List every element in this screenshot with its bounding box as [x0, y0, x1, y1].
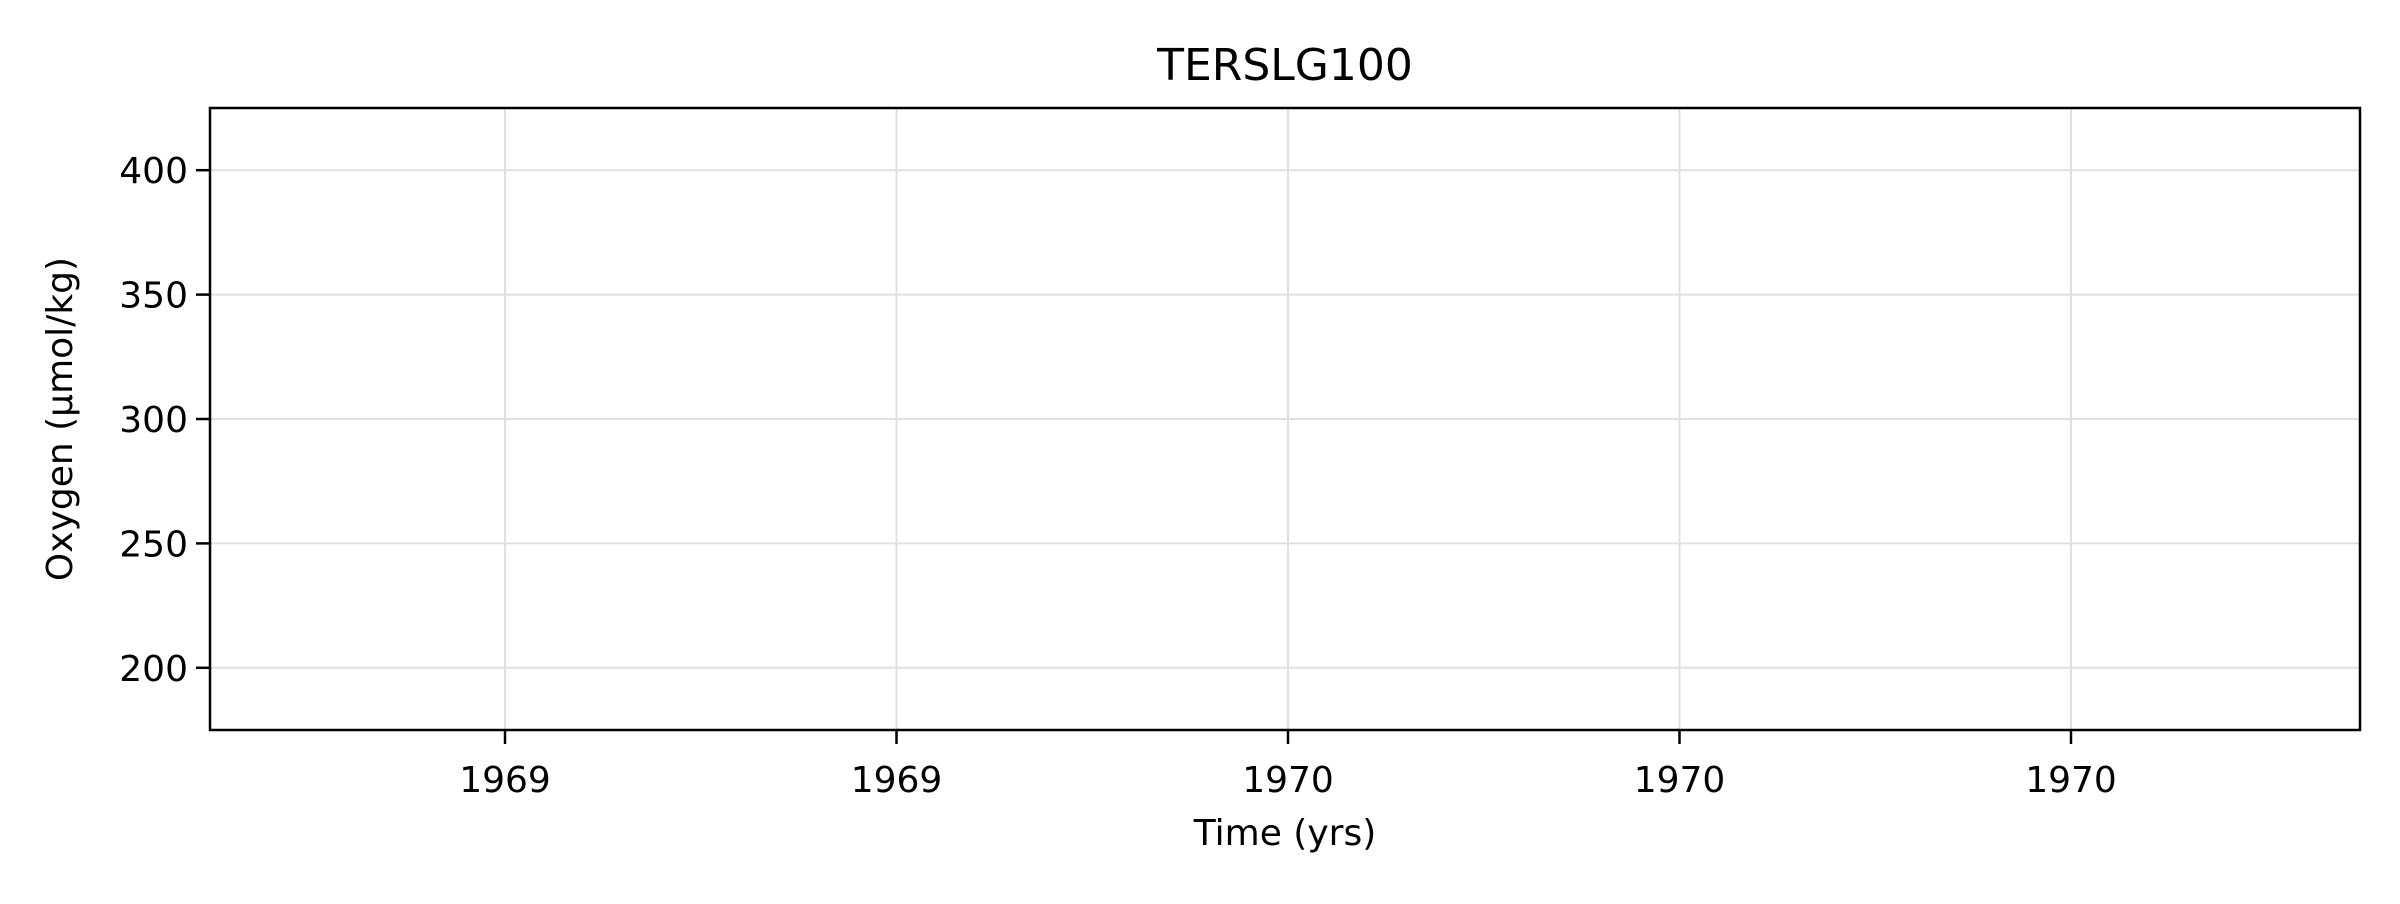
y-axis-label: Oxygen (µmol/kg) [40, 257, 81, 581]
plot-area-frame [208, 106, 2362, 732]
y-tick-label: 300 [119, 400, 188, 441]
grid-layer [210, 108, 2360, 730]
y-tick-label: 400 [119, 151, 188, 192]
x-tick-label: 1969 [851, 760, 943, 801]
y-tick-label: 200 [119, 649, 188, 690]
chart-title: TERSLG100 [1156, 40, 1413, 91]
x-tick-label: 1970 [2025, 760, 2117, 801]
y-tick-label: 250 [119, 524, 188, 565]
x-axis-label: Time (yrs) [1193, 813, 1377, 854]
ticks-layer: 200 250 300 350 400 1969 1969 1970 1970 1970 [119, 151, 2117, 801]
x-tick-label: 1969 [459, 760, 551, 801]
y-tick-label: 350 [119, 276, 188, 317]
x-tick-label: 1970 [1242, 760, 1334, 801]
x-tick-label: 1970 [1634, 760, 1726, 801]
